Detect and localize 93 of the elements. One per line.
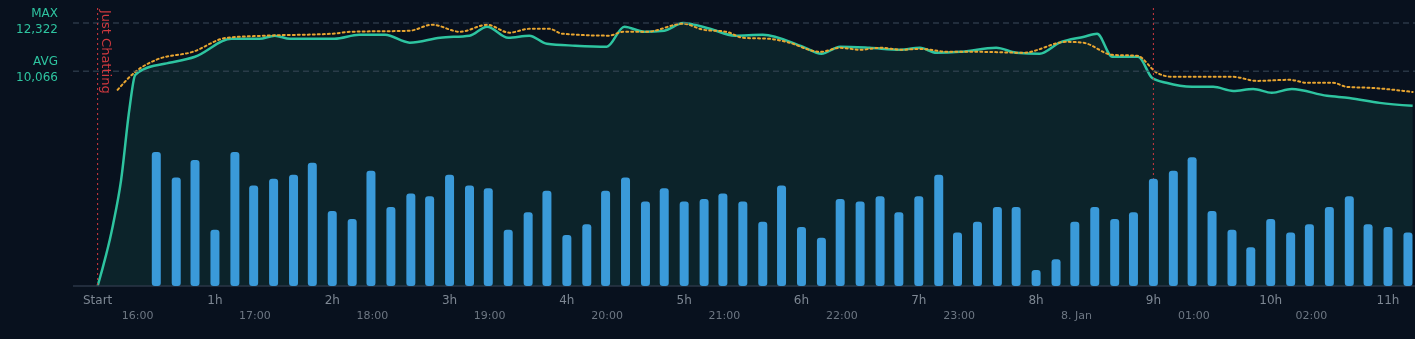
bar (542, 190, 552, 286)
bar (425, 196, 435, 286)
bar (1187, 157, 1197, 286)
bar (1363, 224, 1373, 286)
x2-tick-label: 8. Jan (1061, 309, 1093, 322)
bar (562, 235, 572, 286)
x2-tick-label: 16:00 (121, 309, 154, 322)
bar (1128, 212, 1138, 286)
bar (327, 210, 337, 286)
bar (210, 229, 220, 286)
x-tick-label: 1h (207, 293, 223, 307)
bar (835, 198, 845, 286)
bar (249, 185, 259, 286)
ref-line-label: Just Chatting (98, 9, 114, 94)
y-tick-label: 12,322 (16, 22, 58, 37)
bar (1383, 227, 1393, 286)
bar (601, 190, 611, 286)
bar (679, 201, 689, 286)
bar (151, 152, 161, 286)
x-tick-label: Start (82, 293, 113, 307)
bar (1246, 247, 1256, 286)
x-tick-label: 4h (559, 293, 575, 307)
bar (406, 193, 416, 286)
bar (1011, 206, 1021, 286)
bar (366, 170, 376, 286)
bar (1110, 219, 1120, 286)
bar (816, 237, 826, 286)
bar (1304, 224, 1314, 286)
bar (699, 198, 709, 286)
y-tick-label: 10,066 (16, 70, 58, 85)
bar (445, 174, 455, 286)
bar (347, 219, 357, 286)
bar (1403, 232, 1413, 286)
x2-tick-label: 22:00 (825, 309, 858, 322)
bar (914, 196, 924, 286)
bar (1148, 178, 1158, 286)
bar (1324, 206, 1334, 286)
x-tick-label: 7h (911, 293, 927, 307)
bar (894, 212, 904, 286)
bar (738, 201, 748, 286)
x-tick-label: 11h (1376, 293, 1400, 307)
bar (1344, 196, 1354, 286)
bar (1168, 170, 1178, 286)
bar (640, 201, 650, 286)
bar (1286, 232, 1296, 286)
bar (1227, 229, 1237, 286)
x2-tick-label: 21:00 (708, 309, 741, 322)
bar (777, 185, 787, 286)
bar (992, 206, 1002, 286)
bar (289, 174, 299, 286)
bar (230, 152, 240, 286)
bar (503, 229, 513, 286)
bar (307, 162, 317, 286)
x-tick-label: 9h (1145, 293, 1162, 307)
bar (171, 177, 181, 286)
bar (758, 221, 768, 286)
bar (875, 196, 885, 286)
x-tick-label: 8h (1028, 293, 1044, 307)
bar (582, 224, 592, 286)
bar (1031, 269, 1041, 286)
x-tick-label: 6h (793, 293, 810, 307)
bar (483, 188, 493, 286)
bar (1051, 259, 1061, 286)
x2-tick-label: 20:00 (591, 309, 623, 322)
bar (972, 221, 982, 286)
bar (190, 160, 200, 286)
x2-tick-label: 18:00 (356, 309, 389, 322)
x2-tick-label: 19:00 (473, 309, 506, 322)
ref-line-label: MAX (31, 6, 58, 21)
bar (718, 193, 728, 286)
bar (1266, 219, 1276, 286)
x2-tick-label: 01:00 (1178, 309, 1210, 322)
x-tick-label: 2h (324, 293, 340, 307)
bar (269, 178, 279, 286)
x-tick-label: 10h (1259, 293, 1283, 307)
bar (621, 177, 631, 286)
bar (1070, 221, 1080, 286)
bar (796, 227, 806, 286)
bar (1207, 210, 1217, 286)
bar (465, 185, 474, 286)
bar (855, 201, 865, 286)
bar (1090, 206, 1100, 286)
bar (659, 188, 669, 286)
bar (523, 212, 533, 286)
bar (386, 206, 396, 286)
x-tick-label: 3h (441, 293, 458, 307)
x2-tick-label: 17:00 (239, 309, 271, 322)
x-tick-label: 5h (676, 293, 692, 307)
ref-line-label: AVG (33, 54, 58, 69)
bar (934, 174, 944, 286)
x2-tick-label: 23:00 (943, 309, 976, 322)
x2-tick-label: 02:00 (1295, 309, 1328, 322)
bar (953, 232, 962, 286)
